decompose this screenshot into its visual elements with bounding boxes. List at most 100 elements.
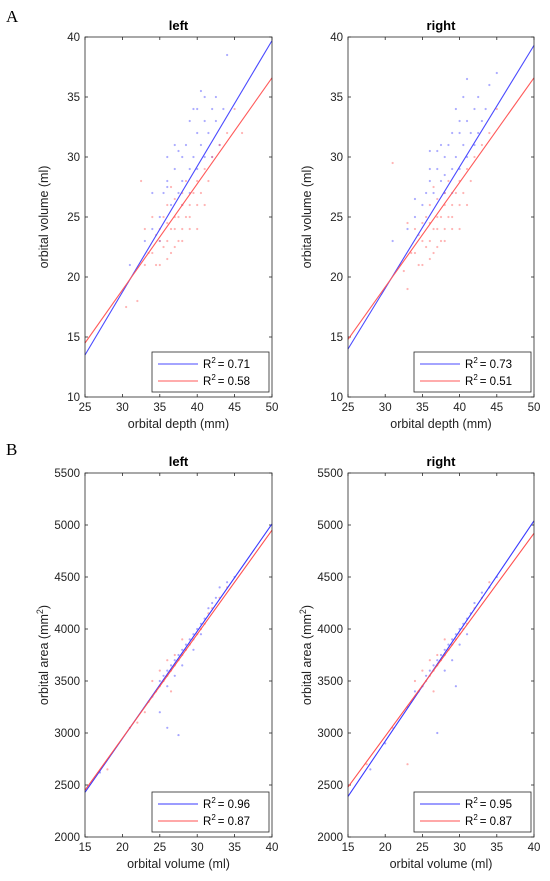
x-tick-label: 35 [490,842,503,854]
data-point [184,143,188,147]
x-tick-label: 25 [79,402,92,414]
y-tick-label: 3000 [317,728,343,740]
data-point [173,674,176,677]
fit-line [84,529,273,791]
data-point [369,768,372,771]
x-tick-label: 30 [453,842,466,854]
data-point [451,659,454,662]
data-point [477,95,480,99]
chart-a-left: left 25 30 35 40 45 50 10 15 20 25 30 35 40 orbital de… [37,18,278,431]
legend-box [413,351,532,393]
y-tick-label: 4500 [317,572,343,584]
x-tick-label: 20 [116,842,129,854]
panel-letter-a: A [6,7,19,26]
legend-label: R2 = 0.87 [465,813,512,828]
data-point [181,155,184,159]
data-point [218,143,221,147]
data-point [196,179,199,183]
y-tick-label: 40 [330,32,343,44]
data-point [177,215,180,219]
x-tick-label: 35 [416,402,429,414]
data-point [192,648,195,651]
data-point [158,711,161,714]
data-point [151,251,154,255]
y-tick-label: 25 [330,212,343,224]
data-point [447,215,450,219]
data-point [432,227,435,231]
data-point [447,143,450,147]
legend-r: R [203,799,211,811]
data-point [480,143,484,147]
data-point [413,679,417,683]
y-tick-label: 4000 [54,624,80,636]
data-point [166,257,169,261]
data-point [169,251,173,255]
data-point [443,648,446,651]
legend-superscript: 2 [473,373,478,382]
data-point [458,131,461,135]
data-point [166,179,169,183]
data-point [462,95,465,99]
y-tick-label: 40 [67,32,80,44]
data-point [443,669,446,672]
data-point [439,239,443,243]
x-tick-label: 30 [379,402,392,414]
x-tick-label: 30 [191,842,204,854]
data-point [451,227,454,231]
data-point [181,179,184,183]
data-point [451,167,454,171]
data-point [192,155,195,159]
data-point [162,215,165,219]
legend-r2-value: = 0.95 [480,799,512,811]
data-point [488,131,491,135]
data-point [143,239,146,243]
data-point [188,227,191,231]
data-point [391,239,394,243]
legend-r2-value: = 0.71 [218,359,250,371]
data-point [158,263,161,267]
data-point [177,149,180,153]
data-point [428,257,431,261]
data-point [417,263,420,267]
plot-frame [84,472,273,838]
data-point [188,167,191,171]
chart-title: right [427,454,457,469]
data-point [436,197,439,201]
data-point [465,203,469,207]
data-point [465,633,469,636]
data-point [436,149,439,153]
legend-label: R2 = 0.95 [465,796,512,811]
plot-frame [347,472,535,838]
data-point [166,185,169,189]
data-point [169,185,173,189]
data-point [443,173,446,177]
x-tick-label: 35 [153,402,166,414]
data-point [413,197,417,201]
y-axis-label: orbital volume (ml) [37,166,51,269]
data-point [192,191,195,195]
x-axis-label: orbital volume (ml) [127,857,230,871]
data-point [425,245,428,249]
y-tick-label: 20 [330,272,343,284]
data-point [454,155,457,159]
data-point [447,643,450,646]
data-point [192,107,195,111]
y-axis-label: orbital area (mm2) [35,605,51,705]
legend-superscript: 2 [473,356,478,365]
y-axis-label-main: orbital area (mm [37,614,51,705]
data-point [425,674,428,677]
data-point [495,71,498,75]
data-point [169,664,173,667]
data-point [166,203,169,207]
data-point [162,245,165,249]
data-point [166,155,169,159]
y-tick-label: 30 [330,152,343,164]
data-point [495,107,498,111]
data-point [425,191,428,195]
y-axis-label-main: orbital volume (ml) [300,166,314,269]
x-tick-label: 45 [490,402,503,414]
data-point [188,215,191,219]
y-axis-label: orbital volume (ml) [300,166,314,269]
y-tick-label: 3000 [54,728,80,740]
data-point [143,263,146,267]
